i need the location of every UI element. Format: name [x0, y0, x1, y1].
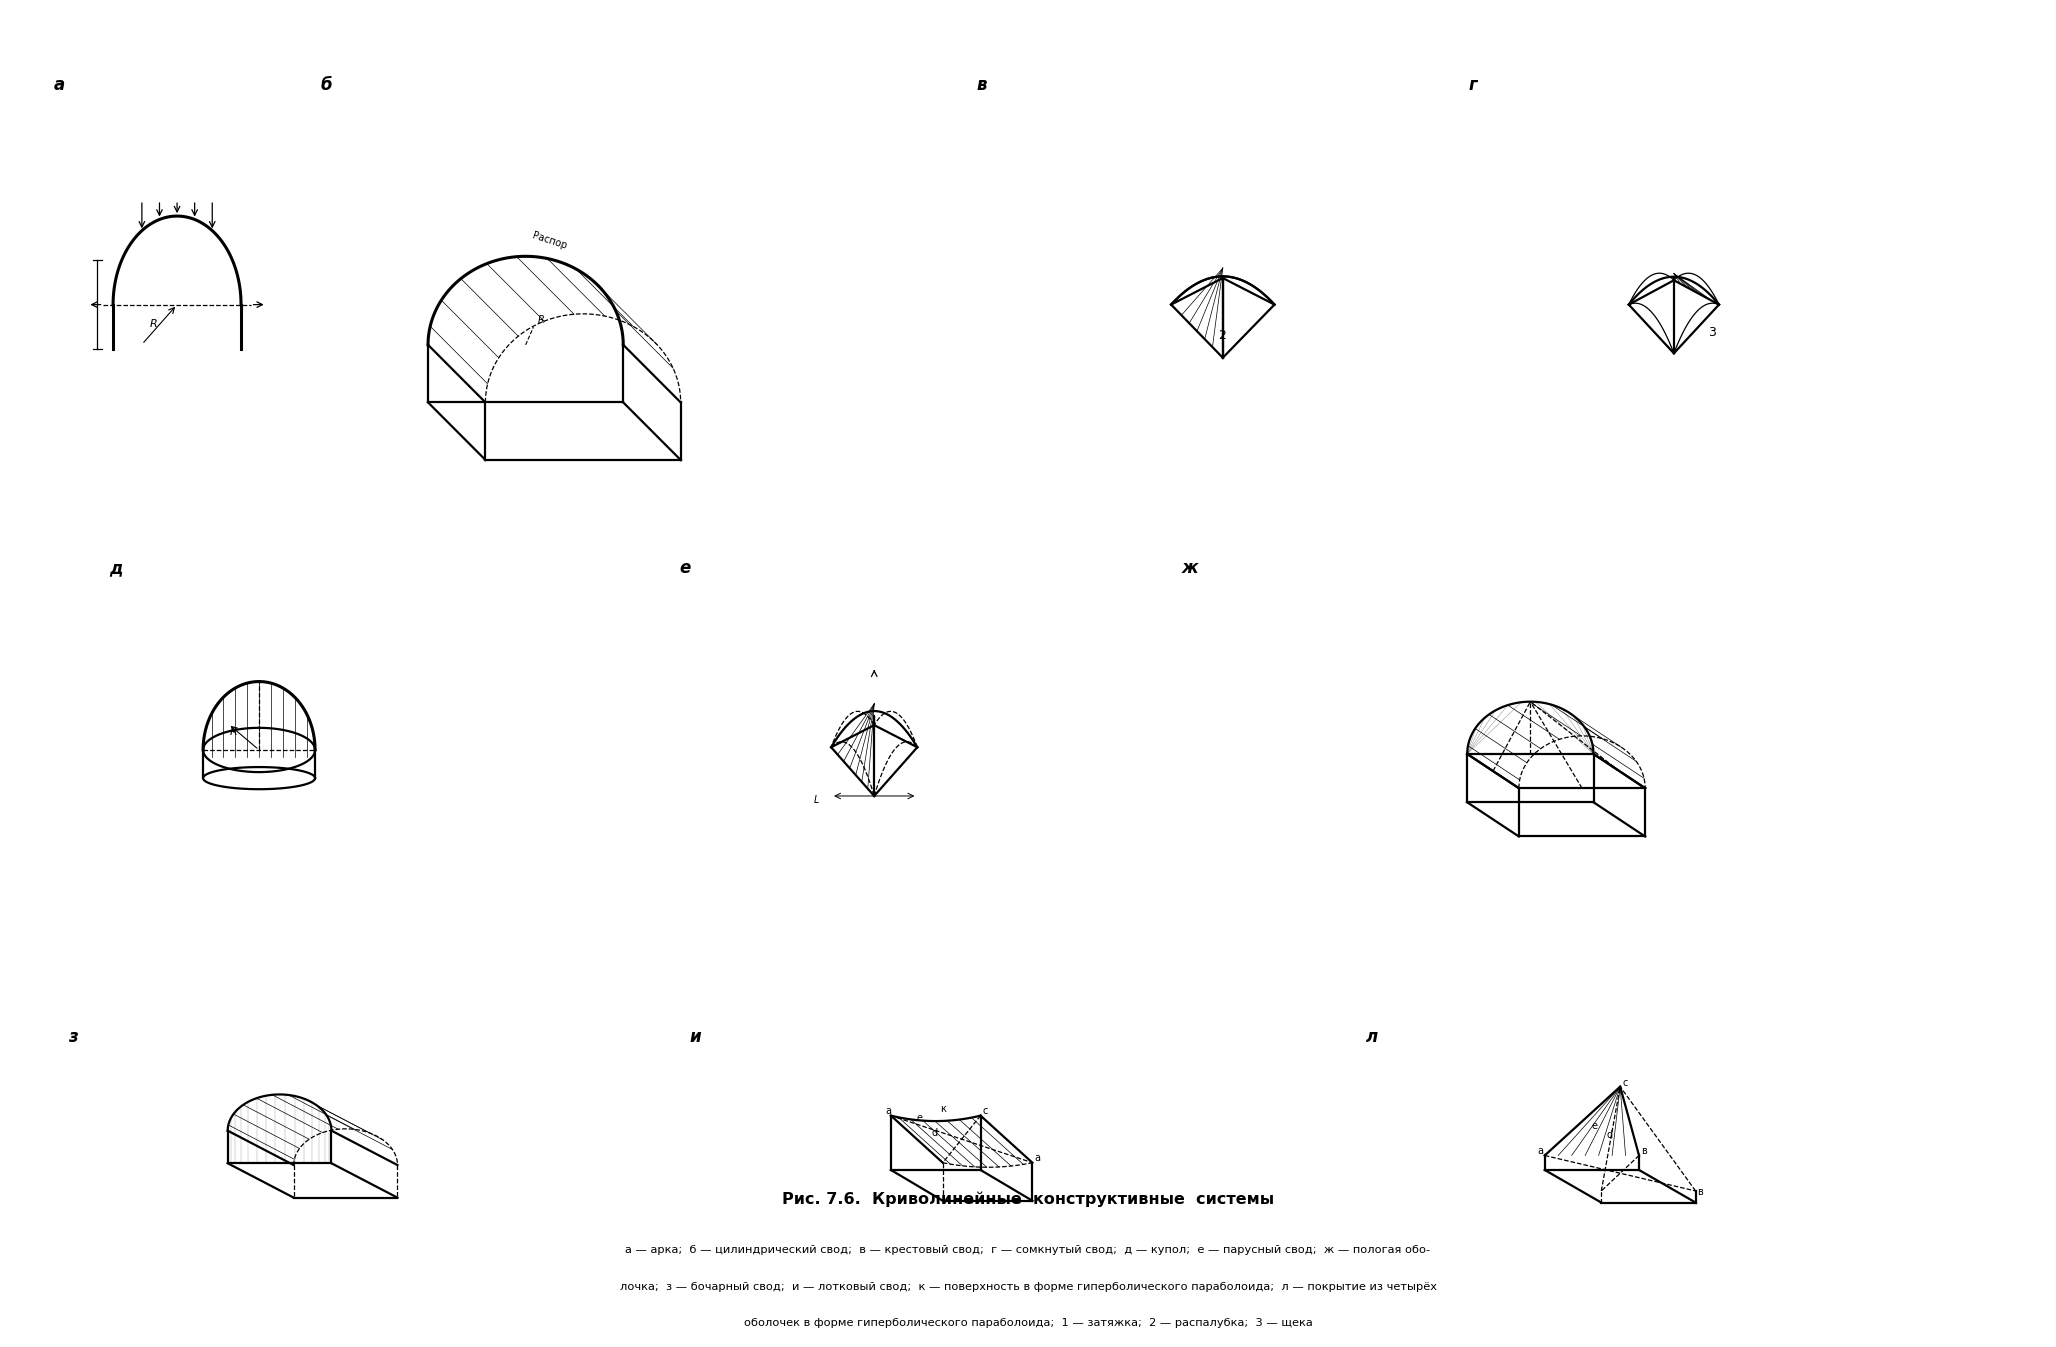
Text: лочка;  з — бочарный свод;  и — лотковый свод;  к — поверхность в форме гипербол: лочка; з — бочарный свод; и — лотковый с… — [619, 1281, 1437, 1292]
Text: a: a — [1538, 1146, 1544, 1156]
Text: R: R — [230, 727, 238, 737]
Text: a: a — [1034, 1153, 1040, 1162]
Text: в: в — [1641, 1146, 1647, 1156]
Text: L: L — [814, 795, 818, 804]
Text: a: a — [886, 1106, 890, 1115]
Text: c: c — [983, 1106, 987, 1115]
Text: оболочек в форме гиперболического параболоида;  1 — затяжка;  2 — распалубка;  3: оболочек в форме гиперболического парабо… — [744, 1317, 1312, 1328]
Text: e: e — [917, 1113, 923, 1123]
Text: л: л — [1367, 1028, 1378, 1047]
Text: в: в — [1698, 1187, 1702, 1196]
Text: e: e — [1591, 1121, 1598, 1131]
Text: з: з — [68, 1028, 78, 1047]
Text: а: а — [53, 75, 66, 94]
Text: ж: ж — [1182, 559, 1199, 577]
Text: d: d — [1606, 1130, 1612, 1140]
Text: d: d — [931, 1127, 938, 1138]
Text: Рис. 7.6.  Криволинейные  конструктивные  системы: Рис. 7.6. Криволинейные конструктивные с… — [781, 1192, 1275, 1207]
Text: и: и — [689, 1028, 701, 1047]
Text: б: б — [321, 75, 333, 94]
Text: Распор: Распор — [530, 230, 567, 252]
Text: д: д — [109, 559, 123, 577]
Text: в: в — [977, 75, 987, 94]
Text: а — арка;  б — цилиндрический свод;  в — крестовый свод;  г — сомкнутый свод;  д: а — арка; б — цилиндрический свод; в — к… — [625, 1246, 1431, 1255]
Text: 3: 3 — [1709, 326, 1715, 339]
Text: R: R — [537, 315, 545, 325]
Text: R: R — [150, 319, 158, 329]
Text: к: к — [940, 1105, 946, 1114]
Text: c: c — [1622, 1078, 1628, 1087]
Text: 2: 2 — [1219, 329, 1225, 342]
Text: е: е — [678, 559, 691, 577]
Text: г: г — [1468, 75, 1478, 94]
